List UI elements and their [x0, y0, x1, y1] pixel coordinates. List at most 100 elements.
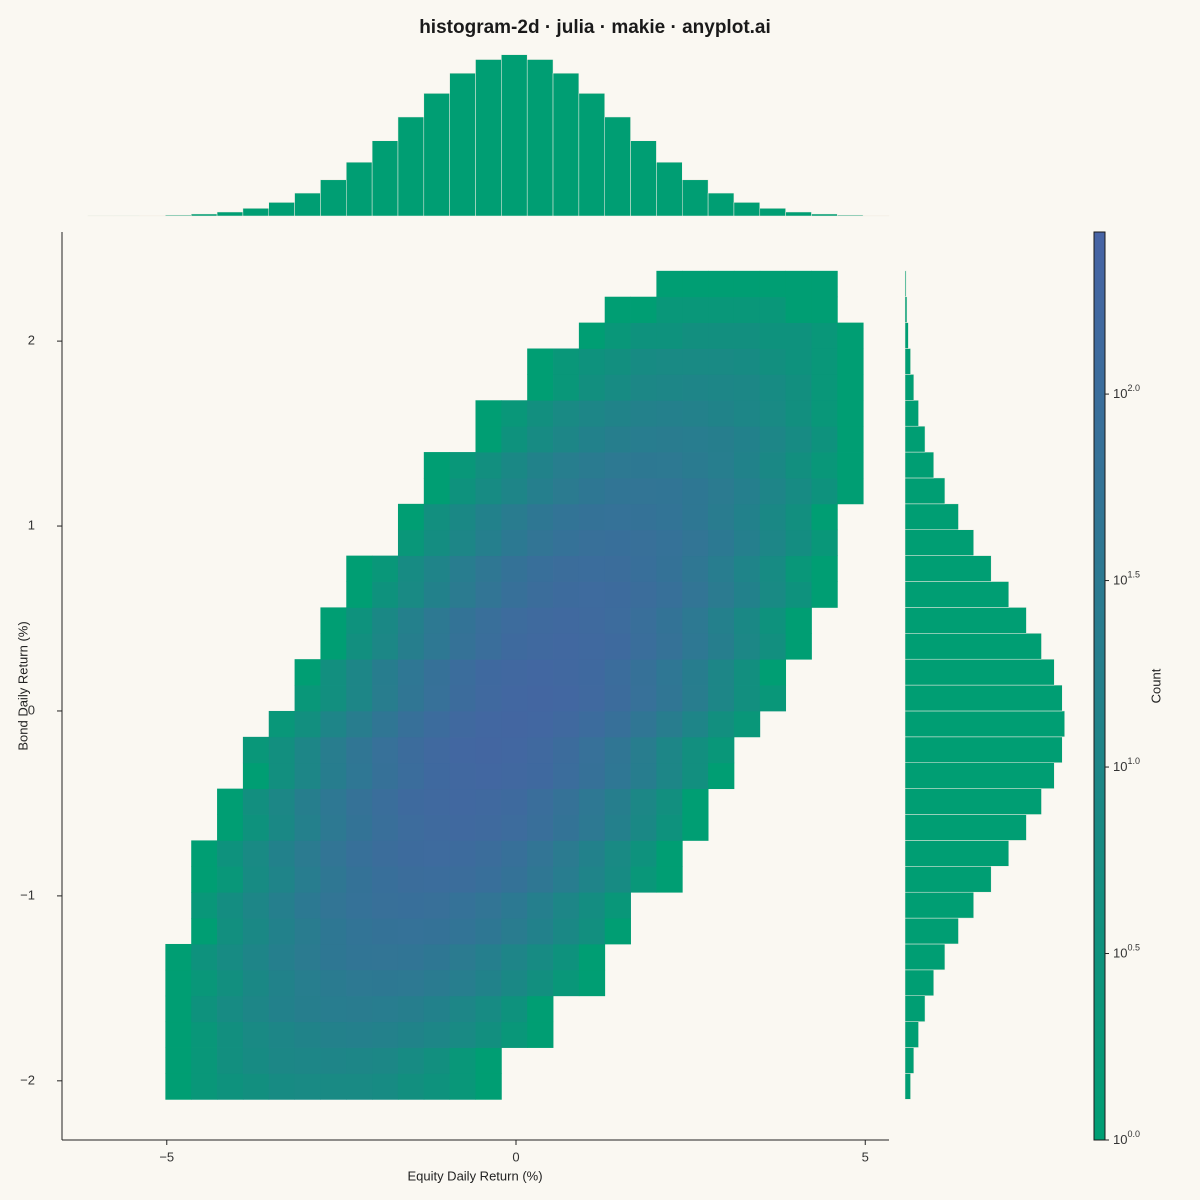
- heatmap-cell: [708, 452, 735, 479]
- heatmap-cell: [759, 607, 787, 634]
- heatmap-cell: [578, 866, 606, 893]
- heatmap-cell: [682, 529, 709, 557]
- heatmap-cell: [604, 814, 631, 841]
- heatmap-cell: [320, 633, 347, 660]
- heatmap-cell: [449, 555, 476, 582]
- heatmap-cell: [578, 400, 606, 427]
- heatmap-cell: [733, 633, 761, 660]
- marginal-bar-x: [526, 59, 554, 217]
- heatmap-cell: [294, 762, 321, 790]
- heatmap-cell: [268, 995, 295, 1023]
- heatmap-cell: [604, 296, 631, 324]
- heatmap-cell: [268, 840, 295, 867]
- heatmap-cell: [733, 503, 761, 531]
- marginal-bar-y: [904, 658, 1055, 686]
- heatmap-cell: [811, 452, 838, 479]
- heatmap-cell: [759, 452, 787, 479]
- heatmap-cell: [397, 866, 425, 893]
- heatmap-cell: [733, 581, 761, 608]
- heatmap-cell: [397, 503, 425, 531]
- heatmap-cell: [449, 529, 476, 557]
- heatmap-cell: [449, 685, 476, 712]
- marginal-bar-x: [811, 213, 838, 217]
- heatmap-cell: [346, 1073, 373, 1100]
- marginal-bar-x: [475, 59, 502, 217]
- heatmap-cell: [527, 607, 554, 634]
- heatmap-cell: [682, 270, 709, 298]
- heatmap-cell: [785, 322, 812, 349]
- heatmap-cell: [217, 943, 244, 971]
- heatmap-cell: [733, 426, 761, 453]
- marginal-bar-y: [904, 607, 1027, 634]
- heatmap-cell: [475, 555, 502, 582]
- heatmap-cell: [604, 400, 631, 427]
- heatmap-cell: [320, 1021, 347, 1048]
- heatmap-cell: [811, 529, 838, 557]
- heatmap-cell: [682, 607, 709, 634]
- heatmap-cell: [630, 710, 657, 738]
- heatmap-cell: [708, 374, 735, 401]
- heatmap-cell: [630, 477, 657, 505]
- marginal-bar-x: [604, 116, 631, 217]
- marginal-bar-y: [904, 788, 1042, 815]
- heatmap-cell: [346, 581, 373, 608]
- heatmap-cell: [165, 995, 192, 1023]
- marginal-bar-x: [449, 72, 476, 217]
- heatmap-cell: [346, 943, 373, 971]
- heatmap-cell: [682, 710, 709, 738]
- heatmap-cell: [785, 555, 812, 582]
- heatmap-cell: [475, 477, 502, 505]
- heatmap-cell: [268, 736, 295, 764]
- heatmap-cell: [423, 607, 451, 634]
- heatmap-cell: [578, 607, 606, 634]
- heatmap-cell: [475, 866, 502, 893]
- colorbar-tick-label: 100.5: [1113, 943, 1140, 961]
- heatmap-cell: [475, 452, 502, 479]
- heatmap-cell: [372, 581, 399, 608]
- heatmap-cell: [708, 710, 735, 738]
- heatmap-cell: [191, 866, 218, 893]
- marginal-bar-y: [904, 840, 1010, 867]
- heatmap-cell: [630, 607, 657, 634]
- heatmap-cell: [372, 969, 399, 997]
- heatmap-cell: [423, 892, 451, 919]
- heatmap-cell: [682, 555, 709, 582]
- heatmap-cell: [578, 633, 606, 660]
- heatmap-cell: [578, 477, 606, 505]
- heatmap-cell: [630, 581, 657, 608]
- heatmap-cell: [346, 1047, 373, 1074]
- heatmap-cell: [242, 969, 270, 997]
- heatmap-cell: [423, 1047, 451, 1074]
- heatmap-cell: [759, 477, 787, 505]
- heatmap-cell: [217, 1047, 244, 1074]
- heatmap-cell: [553, 969, 580, 997]
- heatmap-cell: [759, 400, 787, 427]
- heatmap-cell: [346, 892, 373, 919]
- heatmap-cell: [372, 607, 399, 634]
- heatmap-cell: [423, 943, 451, 971]
- heatmap-cell: [553, 348, 580, 375]
- heatmap-cell: [346, 710, 373, 738]
- heatmap-cell: [759, 348, 787, 375]
- marginal-bar-y: [904, 1073, 911, 1100]
- marginal-bar-y: [904, 633, 1042, 660]
- heatmap-cell: [578, 762, 606, 790]
- heatmap-cell: [397, 918, 425, 945]
- heatmap-cell: [320, 762, 347, 790]
- heatmap-cell: [449, 477, 476, 505]
- heatmap-cell: [733, 452, 761, 479]
- heatmap-cell: [630, 814, 657, 841]
- heatmap-cell: [604, 866, 631, 893]
- heatmap-cell: [501, 426, 528, 453]
- heatmap-cell: [682, 452, 709, 479]
- heatmap-cell: [759, 296, 787, 324]
- heatmap-cell: [165, 1047, 192, 1074]
- heatmap-cell: [449, 710, 476, 738]
- heatmap-cell: [294, 943, 321, 971]
- x-tick-label: −5: [159, 1149, 174, 1164]
- heatmap-cell: [785, 529, 812, 557]
- heatmap-cell: [449, 866, 476, 893]
- heatmap-cell: [553, 581, 580, 608]
- heatmap-cell: [346, 555, 373, 582]
- heatmap-cell: [578, 892, 606, 919]
